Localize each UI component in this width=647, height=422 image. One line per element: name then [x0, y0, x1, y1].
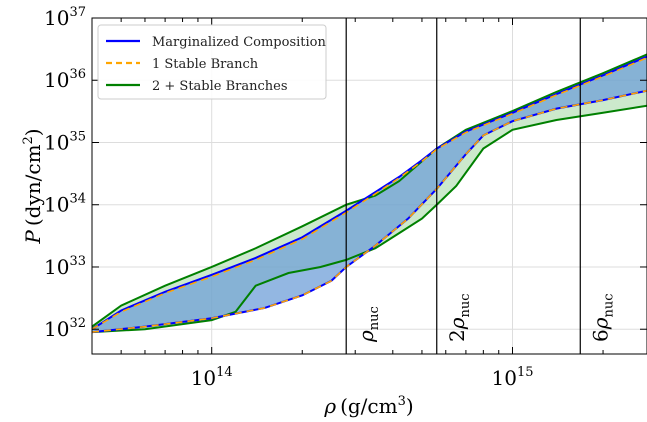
- y-tick-label-2: 1034: [44, 192, 86, 217]
- density-marker-lines: ρnuc 2ρnuc 6ρnuc: [345, 18, 616, 354]
- series-lines: [92, 53, 647, 334]
- series-1-lower-line: [92, 89, 647, 333]
- series-2-upper-line: [92, 53, 647, 328]
- y-tick-label-5: 1037: [44, 5, 86, 30]
- legend: Marginalized Composition 1 Stable Branch 2…: [97, 24, 327, 100]
- marker-label-0: ρnuc: [354, 306, 382, 343]
- y-tick-label-3: 1035: [44, 129, 86, 154]
- legend-label-0: Marginalized Composition: [152, 35, 326, 50]
- series-0-upper-line: [92, 55, 647, 331]
- x-axis-label: ρ (g/cm3): [323, 394, 413, 418]
- marker-label-2: 6ρnuc: [588, 293, 616, 342]
- y-tick-label-0: 1032: [44, 316, 86, 341]
- axis-tick-labels: 1014 1015 1032 1033 1034 1035 1036 1037: [44, 5, 533, 390]
- axis-ticks: [91, 17, 647, 354]
- plot-frame: [91, 17, 647, 355]
- band-0: [92, 56, 647, 333]
- marker-label-1: 2ρnuc: [445, 293, 473, 342]
- y-axis-label: P(dyn/cm2): [21, 128, 45, 244]
- y-tick-label-4: 1036: [44, 67, 86, 92]
- legend-box: [97, 24, 327, 100]
- legend-label-1: 1 Stable Branch: [152, 57, 259, 72]
- x-tick-label-1: 1015: [491, 365, 533, 390]
- series-1-upper-line: [92, 56, 647, 330]
- series-2-lower-line: [92, 104, 647, 334]
- x-tick-label-0: 1014: [191, 365, 233, 390]
- y-tick-label-1: 1033: [44, 254, 86, 279]
- legend-label-2: 2 + Stable Branches: [152, 79, 288, 94]
